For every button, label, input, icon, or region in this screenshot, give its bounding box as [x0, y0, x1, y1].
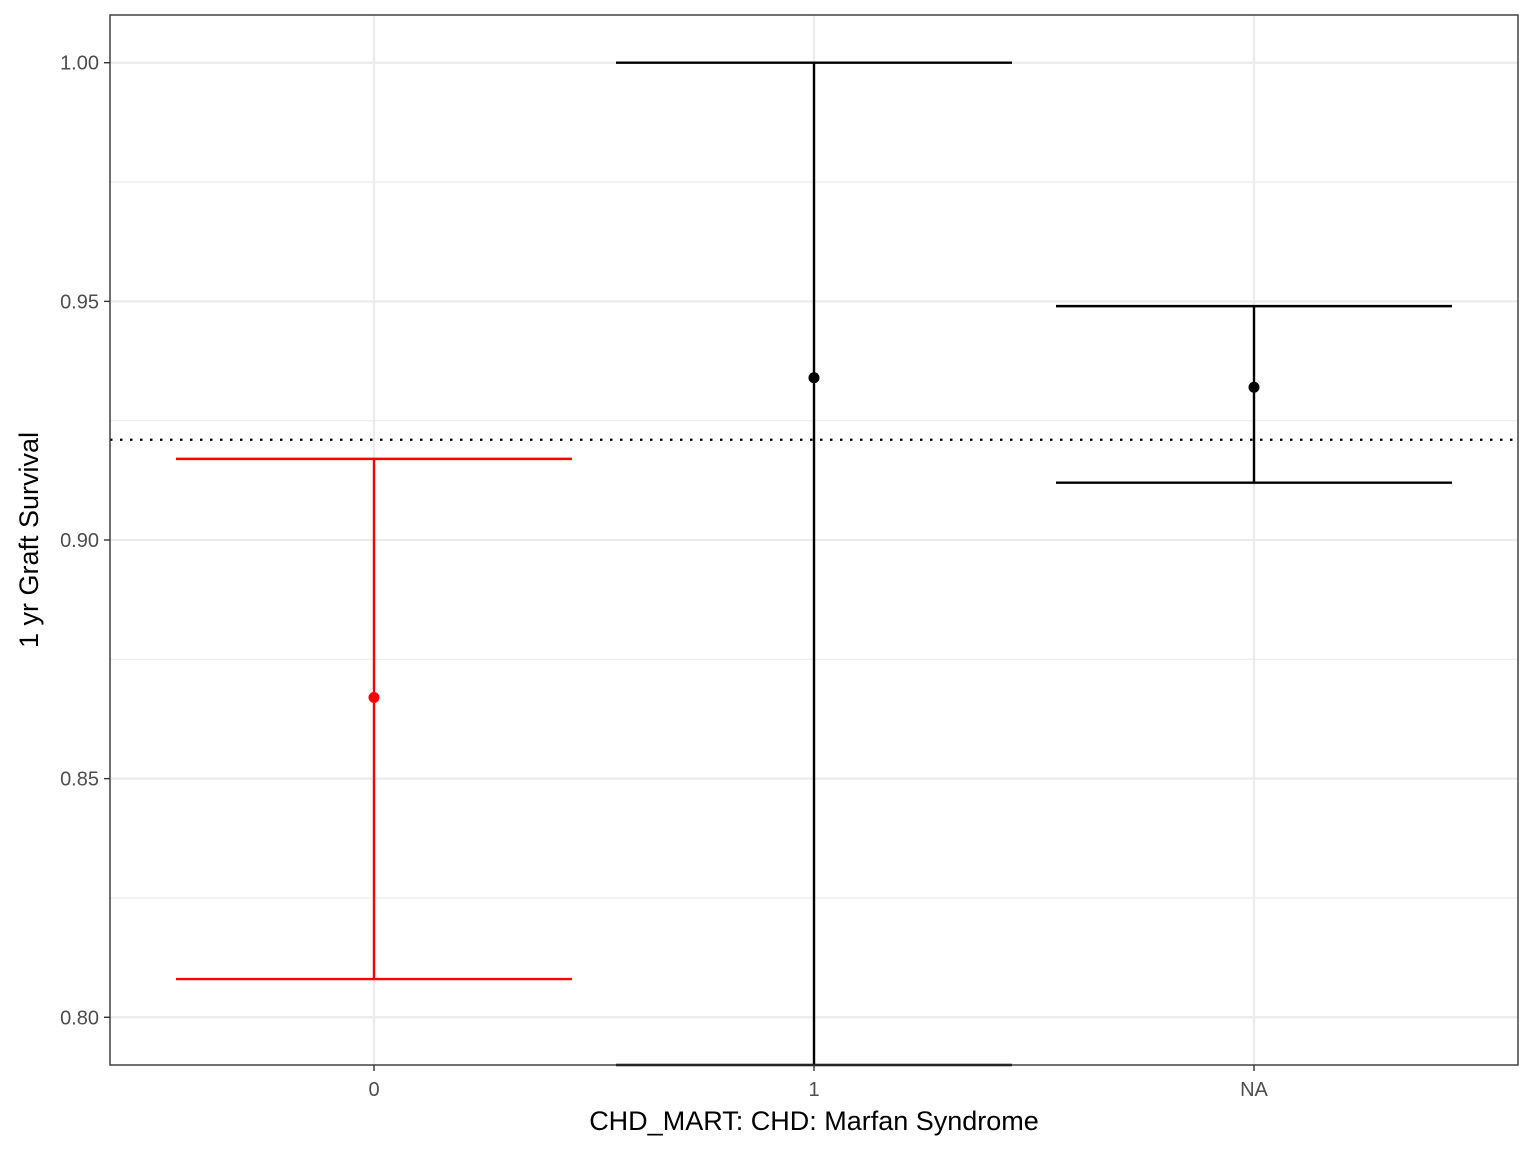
x-tick-label: 0: [368, 1079, 379, 1101]
x-tick-label: NA: [1240, 1079, 1268, 1101]
axes: 0.80 0.85 0.90 0.95 1.00 0 1 NA: [60, 53, 1268, 1101]
y-axis-title: 1 yr Graft Survival: [14, 432, 44, 648]
errorbar-0: [176, 457, 572, 981]
y-tick-label: 0.85: [60, 769, 99, 791]
y-tick-label: 0.80: [60, 1007, 99, 1029]
y-tick-label: 0.95: [60, 291, 99, 313]
data-point: [1248, 381, 1260, 393]
data-point: [368, 692, 380, 703]
x-axis-title: CHD_MART: CHD: Marfan Syndrome: [589, 1106, 1039, 1136]
y-tick-label: 1.00: [60, 53, 99, 75]
x-tick-label: 1: [808, 1079, 819, 1101]
errorbar-NA: [1056, 304, 1452, 484]
y-tick-label: 0.90: [60, 530, 99, 552]
data-point: [808, 372, 820, 384]
